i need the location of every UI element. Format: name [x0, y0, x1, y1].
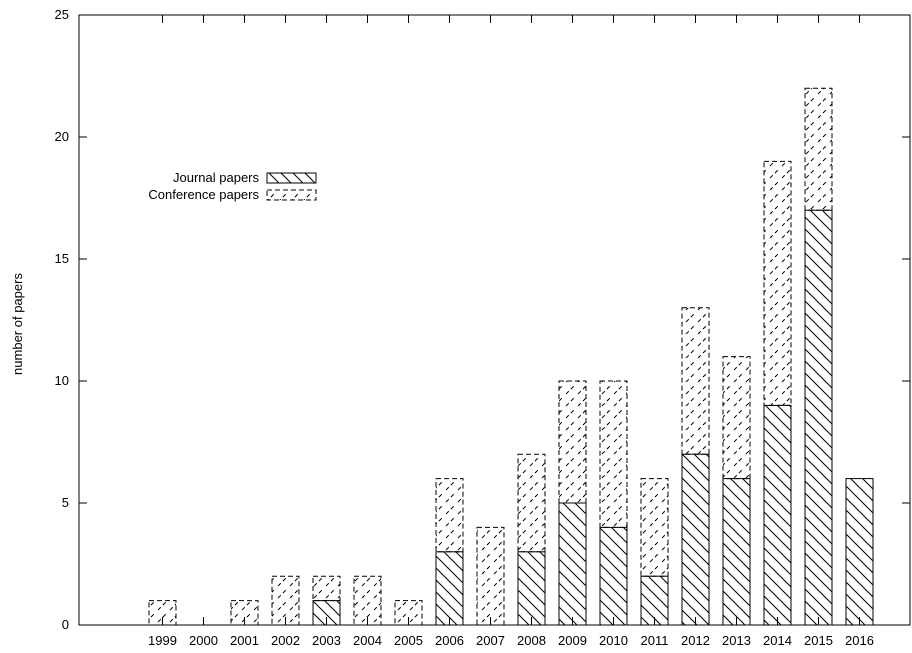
- x-tick-label-2011: 2011: [641, 633, 669, 648]
- y-tick-label: 25: [55, 7, 69, 22]
- x-tick-label-2012: 2012: [681, 633, 710, 648]
- x-axis-ticks: 1999 2000 2001 2002 2003 2004 2005 2006 2007 2008…: [148, 15, 874, 648]
- x-tick-label-2006: 2006: [435, 633, 464, 648]
- legend-swatch-conference: [266, 189, 317, 201]
- y-tick-label: 5: [62, 495, 69, 510]
- bar-conference-2012: [681, 307, 710, 455]
- bar-conference-2010: [599, 380, 628, 528]
- legend-label-journal: Journal papers: [173, 170, 259, 185]
- x-tick-label-2004: 2004: [353, 633, 382, 648]
- bar-journal-2016: [845, 478, 874, 626]
- bar-journal-2006: [435, 551, 464, 626]
- y-tick-label: 20: [55, 129, 69, 144]
- bar-conference-2003: [312, 575, 341, 602]
- bar-conference-2002: [271, 575, 300, 626]
- bars-group: [148, 87, 874, 626]
- bar-conference-2009: [558, 380, 587, 504]
- bar-conference-2011: [640, 478, 669, 577]
- bar-journal-2011: [640, 575, 669, 626]
- x-tick-label-2000: 2000: [189, 633, 218, 648]
- bar-journal-2012: [681, 453, 710, 626]
- bar-conference-2006: [435, 478, 464, 553]
- bar-journal-2008: [517, 551, 546, 626]
- x-tick-label-2009: 2009: [558, 633, 587, 648]
- y-tick-label: 0: [62, 617, 69, 632]
- legend-label-conference: Conference papers: [148, 187, 259, 202]
- bar-journal-2014: [763, 404, 792, 626]
- x-tick-label-2010: 2010: [599, 633, 628, 648]
- x-tick-label-2003: 2003: [312, 633, 341, 648]
- x-tick-label-2013: 2013: [722, 633, 751, 648]
- bar-journal-2013: [722, 478, 751, 626]
- x-tick-label-2016: 2016: [845, 633, 874, 648]
- x-tick-label-2008: 2008: [517, 633, 546, 648]
- x-tick-label-2015: 2015: [804, 633, 833, 648]
- legend-swatch-journal: [266, 172, 317, 184]
- bar-conference-2014: [763, 160, 792, 406]
- x-tick-label-2007: 2007: [476, 633, 505, 648]
- y-tick-label: 10: [55, 373, 69, 388]
- x-tick-label-2001: 2001: [230, 633, 259, 648]
- x-tick-label-2002: 2002: [271, 633, 300, 648]
- bar-conference-2013: [722, 356, 751, 480]
- x-tick-label-2005: 2005: [394, 633, 423, 648]
- bar-journal-2015: [804, 209, 833, 626]
- bar-conference-2007: [476, 526, 505, 626]
- y-tick-label: 15: [55, 251, 69, 266]
- bar-journal-2009: [558, 502, 587, 626]
- x-tick-label-2014: 2014: [763, 633, 792, 648]
- legend: Journal papers Conference papers: [148, 170, 317, 202]
- y-axis-ticks: 0 5 10 15 20 25: [55, 7, 910, 632]
- bar-conference-2015: [804, 87, 833, 211]
- x-tick-label-1999: 1999: [148, 633, 177, 648]
- bar-journal-2010: [599, 526, 628, 626]
- y-axis-label: number of papers: [10, 273, 25, 375]
- bar-conference-2008: [517, 453, 546, 553]
